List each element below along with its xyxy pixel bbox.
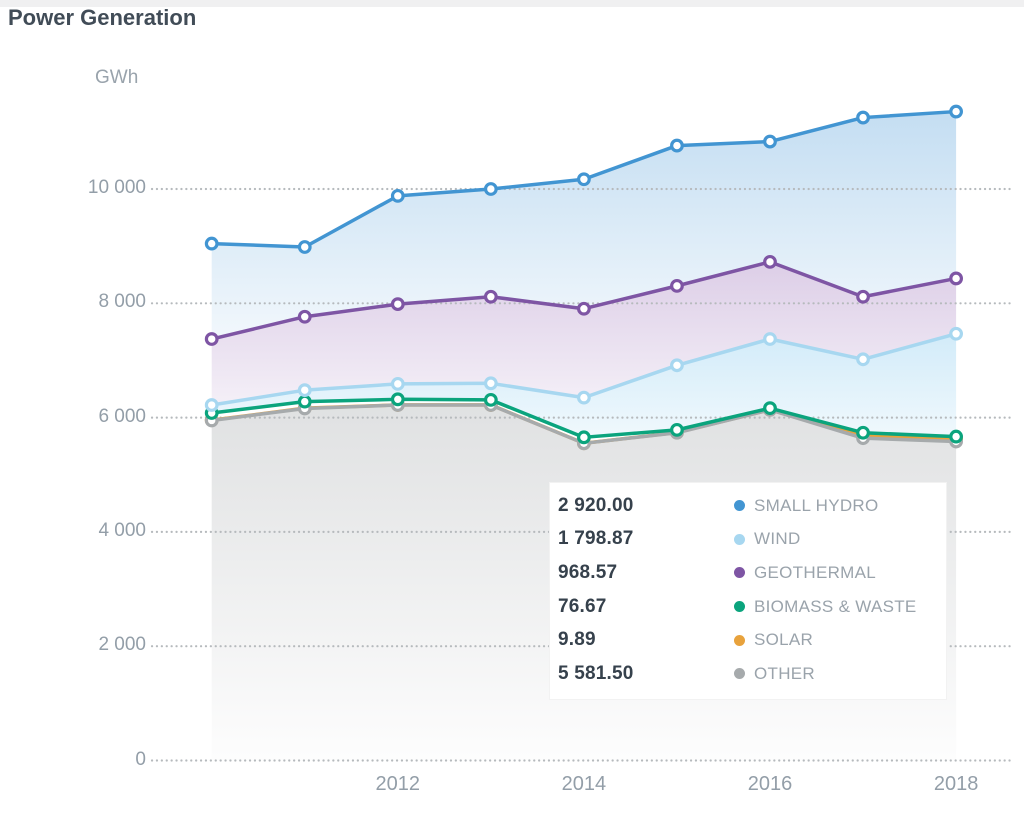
data-point-small-hydro-2012[interactable] — [390, 188, 405, 203]
y-tick-label-0: 0 — [135, 748, 146, 770]
x-tick-label-2014: 2014 — [561, 773, 607, 795]
band-wind — [211, 333, 957, 438]
legend-dot-icon-small-hydro — [734, 500, 745, 512]
legend-dot-icon-solar — [734, 634, 745, 646]
data-point-geothermal-2018[interactable] — [949, 271, 963, 286]
data-point-small-hydro-2017[interactable] — [856, 110, 870, 125]
data-point-geothermal-2013[interactable] — [483, 289, 498, 304]
data-point-wind-2018[interactable] — [949, 326, 963, 341]
data-point-small-hydro-2016[interactable] — [763, 134, 777, 149]
data-point-small-hydro-2018[interactable] — [949, 104, 963, 119]
data-point-geothermal-2016[interactable] — [763, 254, 777, 269]
chart-legend: 2 920.00 SMALL HYDRO 1 798.87 WIND 968.57 GEO… — [549, 482, 947, 700]
legend-dot-icon-biomass-waste — [734, 601, 745, 613]
legend-label-wind: WIND — [754, 529, 801, 549]
legend-label-solar: SOLAR — [754, 630, 814, 650]
band-geothermal — [211, 261, 957, 406]
data-point-geothermal-2017[interactable] — [856, 289, 870, 304]
legend-value-biomass-waste: 76.67 — [558, 595, 607, 617]
legend-value-small-hydro: 2 920.00 — [558, 494, 634, 516]
y-tick-label-10000: 10 000 — [87, 177, 146, 198]
data-point-biomass-waste-2012[interactable] — [390, 392, 405, 407]
data-point-small-hydro-2011[interactable] — [297, 240, 312, 254]
data-point-wind-2015[interactable] — [670, 358, 684, 373]
x-tick-label-2018: 2018 — [933, 773, 979, 795]
data-point-biomass-waste-2018[interactable] — [949, 429, 963, 444]
y-axis-unit-label: GWh — [95, 67, 139, 88]
legend-label-small-hydro: SMALL HYDRO — [754, 495, 879, 515]
data-point-geothermal-2015[interactable] — [670, 278, 684, 293]
top-strip — [0, 0, 1024, 7]
data-point-biomass-waste-2017[interactable] — [856, 425, 870, 440]
legend-label-other: OTHER — [754, 663, 815, 683]
legend-item-biomass-waste[interactable]: 76.67 BIOMASS & WASTE — [558, 590, 946, 624]
legend-value-other: 5 581.50 — [558, 662, 634, 684]
data-point-wind-2017[interactable] — [856, 352, 870, 367]
x-tick-label-2012: 2012 — [375, 773, 421, 795]
data-point-geothermal-2010[interactable] — [204, 332, 219, 346]
y-tick-label-8000: 8 000 — [98, 291, 146, 313]
data-point-small-hydro-2014[interactable] — [577, 172, 591, 187]
data-point-small-hydro-2015[interactable] — [670, 138, 684, 153]
legend-value-solar: 9.89 — [558, 629, 596, 651]
data-point-biomass-waste-2013[interactable] — [483, 392, 498, 407]
data-point-geothermal-2014[interactable] — [577, 301, 591, 316]
legend-value-geothermal: 968.57 — [558, 561, 618, 583]
data-point-biomass-waste-2011[interactable] — [297, 394, 312, 409]
y-tick-label-2000: 2 000 — [98, 634, 146, 656]
data-point-wind-2010[interactable] — [204, 398, 219, 412]
y-tick-label-6000: 6 000 — [98, 405, 146, 427]
legend-label-biomass-waste: BIOMASS & WASTE — [754, 596, 917, 616]
data-point-wind-2011[interactable] — [297, 383, 312, 398]
legend-item-other[interactable]: 5 581.50 OTHER — [558, 657, 946, 691]
legend-item-solar[interactable]: 9.89 SOLAR — [558, 623, 946, 657]
legend-dot-icon-geothermal — [734, 567, 745, 579]
data-point-wind-2012[interactable] — [390, 376, 405, 391]
data-point-wind-2013[interactable] — [483, 376, 498, 391]
y-tick-label-4000: 4 000 — [98, 519, 146, 541]
page-title: Power Generation — [8, 5, 197, 30]
data-point-geothermal-2011[interactable] — [297, 309, 312, 324]
data-point-small-hydro-2013[interactable] — [483, 182, 498, 196]
band-small-hydro — [211, 111, 957, 340]
data-point-biomass-waste-2014[interactable] — [577, 430, 591, 445]
legend-dot-icon-wind — [734, 533, 745, 545]
data-point-small-hydro-2010[interactable] — [204, 236, 219, 251]
legend-rows: 2 920.00 SMALL HYDRO 1 798.87 WIND 968.57 GEO… — [558, 489, 946, 691]
legend-item-geothermal[interactable]: 968.57 GEOTHERMAL — [558, 556, 946, 590]
legend-item-small-hydro[interactable]: 2 920.00 SMALL HYDRO — [558, 489, 946, 523]
legend-dot-icon-other — [734, 668, 745, 680]
legend-value-wind: 1 798.87 — [558, 528, 634, 550]
data-point-biomass-waste-2015[interactable] — [670, 422, 684, 437]
x-tick-label-2016: 2016 — [747, 773, 793, 795]
legend-item-wind[interactable]: 1 798.87 WIND — [558, 523, 946, 557]
data-point-wind-2014[interactable] — [577, 390, 591, 405]
data-point-biomass-waste-2016[interactable] — [763, 401, 777, 416]
data-point-geothermal-2012[interactable] — [390, 297, 405, 312]
data-point-wind-2016[interactable] — [763, 332, 777, 346]
legend-label-geothermal: GEOTHERMAL — [754, 562, 877, 582]
